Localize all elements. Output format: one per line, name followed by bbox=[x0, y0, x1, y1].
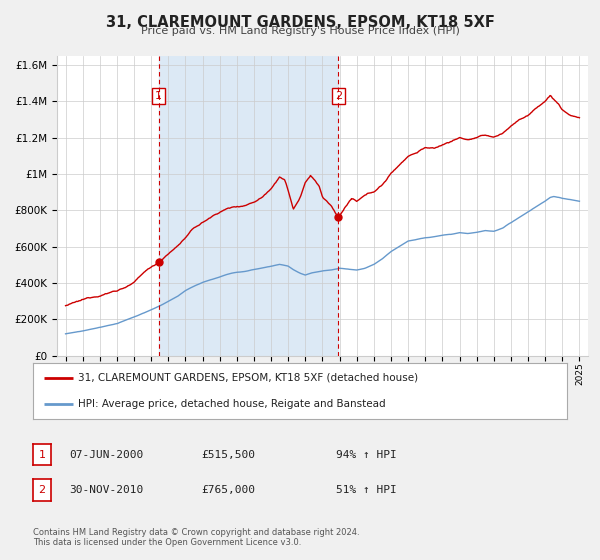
Text: 94% ↑ HPI: 94% ↑ HPI bbox=[336, 450, 397, 460]
Text: HPI: Average price, detached house, Reigate and Banstead: HPI: Average price, detached house, Reig… bbox=[79, 399, 386, 409]
Text: 1: 1 bbox=[155, 91, 162, 101]
Text: Contains HM Land Registry data © Crown copyright and database right 2024.
This d: Contains HM Land Registry data © Crown c… bbox=[33, 528, 359, 547]
Text: 51% ↑ HPI: 51% ↑ HPI bbox=[336, 485, 397, 495]
Text: £765,000: £765,000 bbox=[201, 485, 255, 495]
Text: 2: 2 bbox=[38, 485, 46, 495]
Text: 31, CLAREMOUNT GARDENS, EPSOM, KT18 5XF (detached house): 31, CLAREMOUNT GARDENS, EPSOM, KT18 5XF … bbox=[79, 373, 419, 383]
Bar bbox=[159, 56, 338, 356]
Text: £515,500: £515,500 bbox=[201, 450, 255, 460]
Text: 1: 1 bbox=[38, 450, 46, 460]
Text: Price paid vs. HM Land Registry's House Price Index (HPI): Price paid vs. HM Land Registry's House … bbox=[140, 26, 460, 36]
Text: 30-NOV-2010: 30-NOV-2010 bbox=[69, 485, 143, 495]
Text: 07-JUN-2000: 07-JUN-2000 bbox=[69, 450, 143, 460]
Text: 2: 2 bbox=[335, 91, 342, 101]
Text: 31, CLAREMOUNT GARDENS, EPSOM, KT18 5XF: 31, CLAREMOUNT GARDENS, EPSOM, KT18 5XF bbox=[106, 15, 494, 30]
